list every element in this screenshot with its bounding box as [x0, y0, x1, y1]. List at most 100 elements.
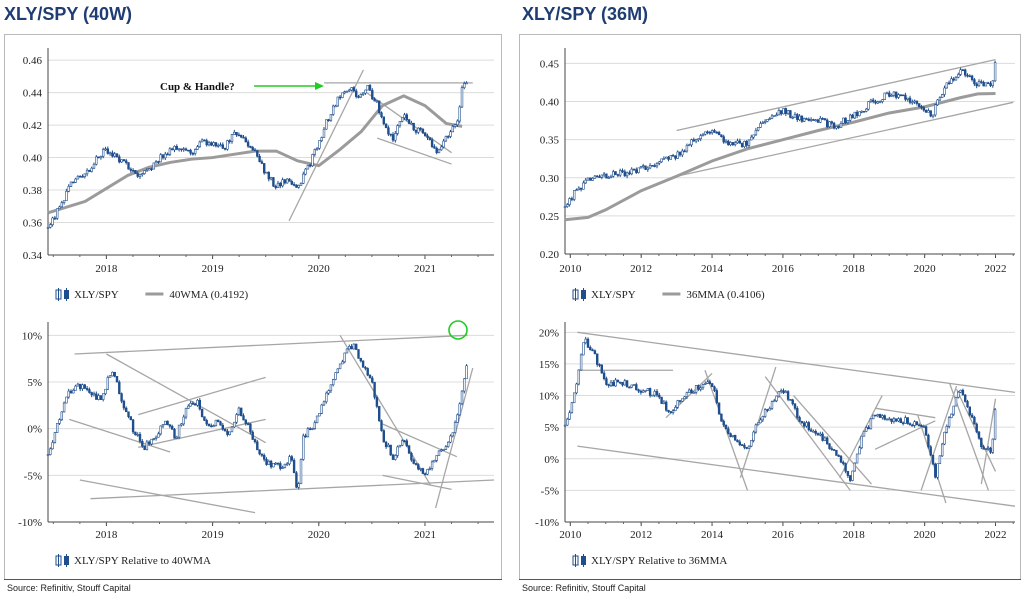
candle-body: [258, 449, 261, 455]
trendline: [577, 445, 1016, 507]
candle-body: [440, 146, 443, 151]
candle-body: [237, 134, 241, 137]
candle-body: [274, 185, 277, 189]
candle-body: [198, 399, 201, 410]
candle-body: [734, 435, 737, 441]
candle-body: [99, 156, 103, 159]
y-tick-label: -10%: [18, 517, 42, 529]
candle-body: [697, 138, 700, 140]
candle-body: [102, 149, 105, 157]
x-tick-label: 2014: [701, 263, 724, 275]
candle-body: [674, 155, 677, 159]
candle-body: [743, 141, 746, 147]
candle-body: [295, 184, 298, 188]
candle-body: [134, 431, 137, 436]
highlight-circle: [448, 320, 468, 340]
candle-body: [740, 444, 744, 446]
candle-body: [180, 148, 183, 151]
candle-body: [922, 107, 925, 111]
candle-body: [757, 127, 760, 131]
x-tick-label: 2020: [914, 529, 937, 541]
candle-body: [108, 375, 112, 378]
candle-body: [198, 141, 201, 147]
candle-body: [736, 439, 739, 443]
candle-body: [428, 137, 431, 141]
candle-body: [908, 97, 912, 103]
legend-label: XLY/SPY: [74, 289, 119, 301]
candle-body: [853, 111, 856, 119]
candle-body: [579, 187, 583, 190]
candle-body: [796, 114, 799, 120]
candle-body: [683, 396, 686, 400]
candle-body: [814, 119, 817, 122]
candle-body: [433, 146, 436, 149]
candle-body: [127, 411, 130, 417]
candle-body: [846, 471, 850, 476]
candle-body: [805, 118, 808, 120]
candle-body: [242, 415, 245, 421]
candle-body: [115, 376, 119, 383]
candle-body: [706, 131, 709, 134]
candle-body: [97, 395, 100, 400]
candle-body: [759, 419, 762, 424]
candle-body: [957, 74, 960, 78]
candle-body: [403, 440, 406, 443]
annotation-arrowhead: [315, 82, 324, 90]
candle-body: [729, 142, 732, 146]
candle-body: [768, 118, 771, 120]
legend-label: XLY/SPY: [591, 289, 636, 301]
candle-body: [823, 437, 827, 441]
candle-body: [345, 348, 349, 354]
candle-body: [832, 122, 836, 129]
candle-body: [722, 420, 725, 426]
candle-body: [74, 178, 77, 183]
candle-body: [361, 360, 365, 368]
candle-body: [662, 401, 666, 404]
candle-body: [396, 446, 399, 456]
candle-body: [389, 133, 392, 136]
candle-body: [701, 384, 705, 389]
candle-body: [125, 160, 128, 163]
candle-body: [292, 184, 296, 186]
candle-body: [327, 390, 330, 394]
candle-body: [612, 381, 615, 387]
candle-body: [276, 182, 280, 189]
candle-body: [931, 114, 935, 117]
candle-body: [793, 114, 797, 118]
candle-body: [373, 381, 376, 398]
candle-body: [223, 428, 227, 432]
x-tick-label: 2020: [308, 263, 331, 275]
candle-body: [616, 174, 620, 176]
candle-body: [747, 139, 751, 146]
candle-body: [187, 149, 190, 152]
candle-body: [145, 169, 149, 172]
candle-body: [566, 418, 569, 426]
candle-body: [168, 148, 172, 155]
trendline: [793, 395, 872, 485]
candle-body: [456, 120, 459, 126]
candle-body: [92, 393, 96, 396]
candle-body: [563, 424, 567, 427]
candle-body: [290, 181, 293, 185]
candle-body: [150, 438, 153, 445]
y-tick-label: 0%: [27, 424, 42, 436]
candle-body: [632, 384, 636, 386]
candle-body: [343, 91, 346, 94]
candle-body: [986, 447, 990, 450]
candle-body: [936, 463, 939, 478]
candle-body: [230, 426, 234, 433]
candle-body: [609, 175, 613, 178]
candle-body: [690, 389, 693, 394]
candle-body: [579, 354, 583, 371]
chart-top-left: 0.46 0.44 0.42 0.40 0.38 0.36 0.34 2018 2019 2020…: [23, 48, 494, 301]
candle-body: [207, 142, 211, 146]
candle-body: [968, 406, 971, 416]
trendline: [376, 137, 452, 165]
candle-body: [210, 142, 213, 146]
candle-body: [315, 415, 319, 423]
candle-body: [662, 157, 666, 160]
candle-body: [203, 139, 206, 142]
candle-body: [249, 145, 252, 148]
candle-body: [796, 408, 799, 418]
candle-body: [152, 162, 155, 170]
